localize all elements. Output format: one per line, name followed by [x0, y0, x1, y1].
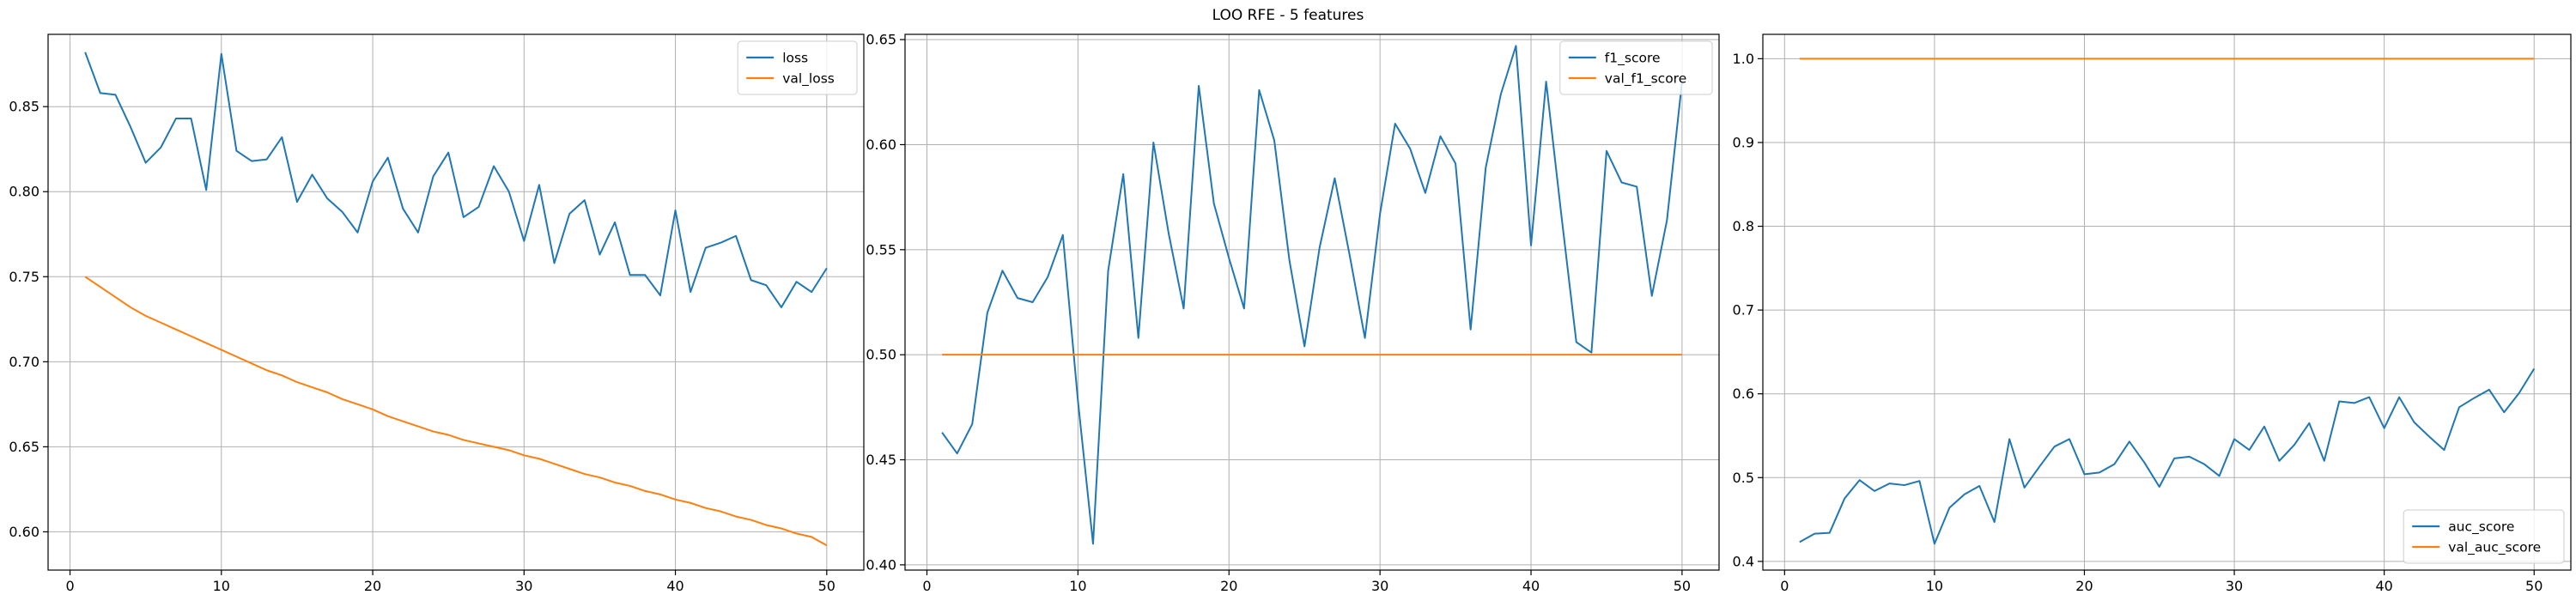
legend: loss val_loss: [737, 40, 858, 95]
y-tick-label: 0.50: [866, 347, 896, 363]
grid: [48, 34, 864, 570]
legend-box: [2403, 509, 2565, 564]
x-tick-label: 10: [1069, 578, 1086, 594]
y-tick-label: 0.4: [1733, 553, 1754, 569]
x-tick-label: 0: [1780, 578, 1789, 594]
x-tick-label: 0: [65, 578, 74, 594]
x-tick-label: 0: [922, 578, 931, 594]
legend: f1_score val_f1_score: [1559, 40, 1713, 95]
legend-label: val_auc_score: [2448, 540, 2541, 556]
y-tick-label: 1.0: [1733, 51, 1754, 67]
y-tick-label: 0.65: [866, 32, 896, 48]
axes-frame: [904, 33, 1720, 571]
y-tick-label: 0.9: [1733, 134, 1754, 150]
subplot-f1-score: 0 10 20 30 40 50 0.40 0.45 0.50 0.55 0.60 0.65 f1_sc…: [866, 32, 1720, 594]
legend-box: [737, 40, 858, 95]
axes-frame: [1762, 33, 2572, 571]
axes-frame: [47, 33, 865, 571]
y-tick-label: 0.8: [1733, 218, 1754, 234]
y-tick-label: 0.85: [9, 99, 39, 115]
x-tick-label: 20: [1220, 578, 1237, 594]
series-line-f1-score: [941, 45, 1683, 545]
legend-box: [1559, 40, 1713, 95]
y-tick-label: 0.5: [1733, 470, 1754, 486]
x-tick-label: 10: [213, 578, 230, 594]
subplot-loss: 0 10 20 30 40 50 0.60 0.65 0.70 0.75 0.80 0.85 loss v…: [9, 33, 865, 594]
legend-label: val_loss: [782, 71, 835, 88]
legend-label: loss: [782, 51, 808, 66]
x-tick-label: 40: [666, 578, 683, 594]
x-tick-label: 30: [2226, 578, 2243, 594]
grid: [1763, 34, 2571, 570]
series-line-loss: [84, 52, 828, 308]
y-tick-label: 0.55: [866, 241, 896, 258]
legend: auc_score val_auc_score: [2403, 509, 2565, 564]
legend-label: auc_score: [2448, 519, 2514, 536]
x-tick-label: 50: [818, 578, 835, 594]
x-tick-label: 10: [1926, 578, 1943, 594]
x-tick-label: 40: [1522, 578, 1540, 594]
figure-title: LOO RFE - 5 features: [1212, 7, 1364, 24]
x-tick-label: 50: [1674, 578, 1691, 594]
y-tick-label: 0.45: [866, 452, 896, 468]
legend-label: val_f1_score: [1605, 71, 1686, 88]
y-tick-label: 0.65: [9, 439, 39, 455]
legend-label: f1_score: [1605, 51, 1661, 67]
series-line-auc-score: [1799, 367, 2536, 545]
y-tick-label: 0.60: [866, 137, 896, 153]
x-tick-label: 40: [2375, 578, 2392, 594]
x-tick-label: 20: [364, 578, 381, 594]
series-line-val-loss: [84, 276, 828, 547]
y-tick-label: 0.40: [866, 556, 896, 573]
subplot-auc-score: 0 10 20 30 40 50 0.4 0.5 0.6 0.7 0.8 0.9 1.0 auc_scor…: [1733, 33, 2572, 594]
y-tick-label: 0.75: [9, 269, 39, 285]
y-tick-label: 0.70: [9, 354, 39, 370]
x-tick-label: 20: [2075, 578, 2093, 594]
x-tick-label: 30: [515, 578, 532, 594]
y-tick-label: 0.6: [1733, 385, 1754, 402]
x-tick-label: 30: [1371, 578, 1388, 594]
y-tick-label: 0.60: [9, 524, 39, 540]
y-tick-label: 0.7: [1733, 302, 1754, 319]
y-tick-label: 0.80: [9, 184, 39, 200]
x-tick-label: 50: [2525, 578, 2543, 594]
